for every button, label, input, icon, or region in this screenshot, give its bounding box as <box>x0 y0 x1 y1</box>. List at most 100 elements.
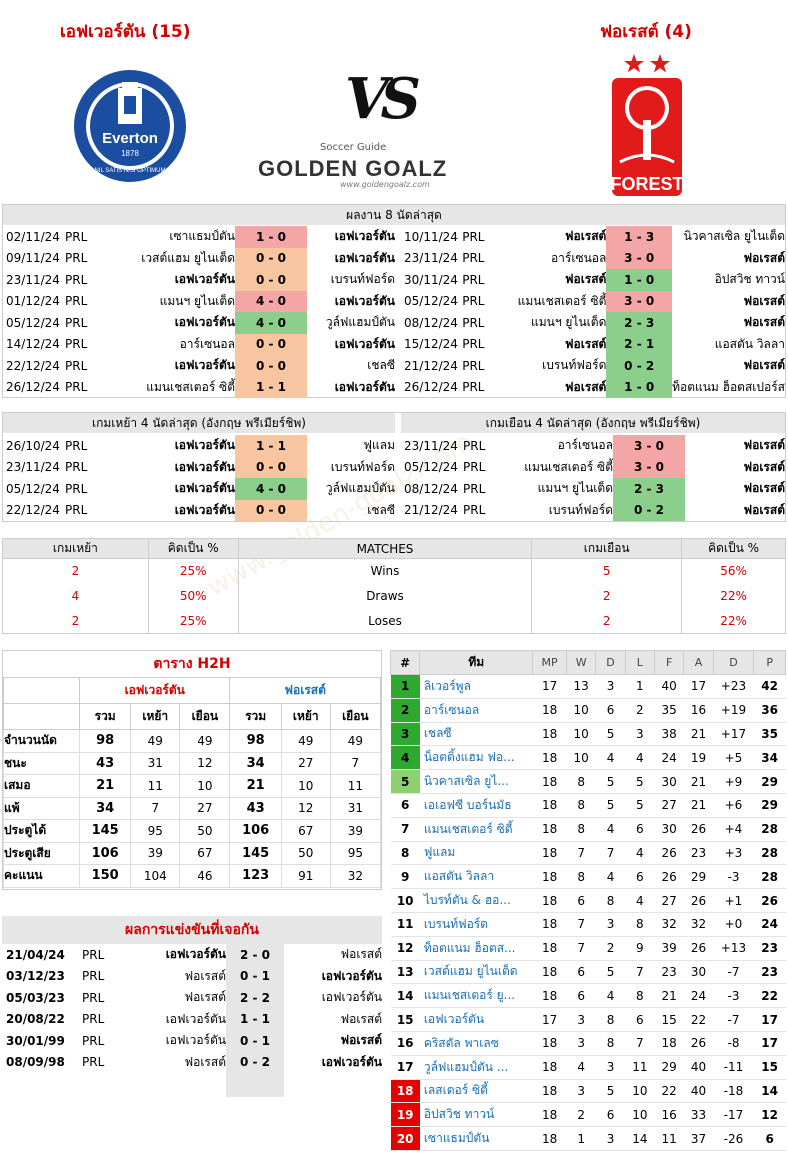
match-date: 08/12/24 <box>404 481 458 496</box>
league-stat: 5 <box>625 793 655 818</box>
everton-crest: Everton 1878 NIL SATIS NISI OPTIMUM <box>72 68 188 184</box>
h2h-value: 10 <box>179 774 231 798</box>
league-code: PRL <box>462 251 485 266</box>
league-stat: 4 <box>625 841 655 866</box>
crest-motto: NIL SATIS NISI OPTIMUM <box>94 168 165 174</box>
league-stat: 29 <box>654 1055 684 1080</box>
h2h-value: 95 <box>329 841 382 865</box>
meet-pad <box>2 1073 226 1097</box>
match-date: 23/11/24 <box>6 272 60 287</box>
league-row[interactable]: 19 อิปสวิช ทาวน์ 18 2 6 10 16 33 -17 12 <box>390 1102 786 1128</box>
home-team: เบรนท์ฟอร์ด <box>548 502 613 517</box>
h2h-value: 12 <box>280 796 331 820</box>
away-team: เชลซี <box>367 358 395 373</box>
last8-away-table: 10/11/24 PRL ฟอเรสต์ 1 - 3 นิวคาสเซิล ยูไนเต… <box>401 226 785 398</box>
away-team: ฟอเรสต์ <box>743 502 785 517</box>
home-team: แมนเชสเตอร์ ซิตี้ <box>517 293 607 308</box>
away-team: ฟอเรสต์ <box>340 1033 382 1048</box>
league-stat: 12 <box>390 936 420 961</box>
match-row: 10/11/24 PRL ฟอเรสต์ 1 - 3 นิวคาสเซิล ยูไนเต… <box>401 226 785 248</box>
league-stat: 21 <box>654 983 684 1009</box>
match-score: 2 - 2 <box>226 987 284 1009</box>
match-date: 26/10/24 <box>6 438 60 453</box>
h2h-value: 50 <box>280 841 331 865</box>
league-row[interactable]: 17 วูล์ฟแฮมป์ตัน ... 18 4 3 11 29 40 -11 15 <box>390 1055 786 1080</box>
away-team: แอสตัน วิลลา <box>714 336 785 351</box>
league-header: L <box>624 650 656 675</box>
match-date: 01/12/24 <box>6 294 60 309</box>
h2h-value: 39 <box>130 841 181 865</box>
league-stat: -8 <box>713 1031 754 1056</box>
league-stat: 18 <box>532 1126 567 1151</box>
league-row[interactable]: 2 อาร์เซนอล 18 10 6 2 35 16 +19 36 <box>390 698 786 723</box>
league-stat: 8 <box>566 864 596 890</box>
league-row[interactable]: 18 เลสเตอร์ ซิตี้ 18 3 5 10 22 40 -18 14 <box>390 1079 786 1104</box>
league-stat: -26 <box>713 1126 754 1151</box>
league-code: PRL <box>65 272 88 287</box>
summary-value: 2 <box>531 608 682 634</box>
league-header: ทีม <box>419 650 534 675</box>
h2h-value: 32 <box>329 864 382 888</box>
brand-url: www.goldengoalz.com <box>340 180 430 189</box>
league-row[interactable]: 13 เวสต์แฮม ยูไนเต็ด 18 6 5 7 23 30 -7 23 <box>390 960 786 985</box>
h2h-col-header: รวม <box>229 703 282 730</box>
league-row[interactable]: 3 เชลซี 18 10 5 3 38 21 +17 35 <box>390 722 786 747</box>
forest-crest: FOREST <box>610 50 684 198</box>
match-row: 26/12/24 PRL ฟอเรสต์ 1 - 0 ท็อตแนม ฮ็อตสเปอร… <box>401 376 785 398</box>
vs-mark: VS <box>345 66 421 132</box>
league-stat: 18 <box>532 983 567 1009</box>
league-row[interactable]: 6 เอเอฟซี บอร์นมัธ 18 8 5 5 27 21 +6 29 <box>390 793 786 818</box>
league-stat: 18 <box>532 888 567 913</box>
crest-forest-text: FOREST <box>612 174 682 194</box>
league-stat: 18 <box>532 745 567 771</box>
match-row: 21/12/24 PRL เบรนท์ฟอร์ด 0 - 2 ฟอเรสต์ <box>401 499 785 521</box>
home-team: เอฟเวอร์ตัน <box>165 1011 226 1026</box>
league-row[interactable]: 7 แมนเชสเตอร์ ซิตี้ 18 8 4 6 30 26 +4 28 <box>390 817 786 842</box>
league-stat: 14 <box>753 1079 786 1104</box>
league-stat: 16 <box>683 698 714 723</box>
league-stat: 2 <box>595 936 626 961</box>
league-row[interactable]: 10 ไบรท์ตัน & ฮอ... 18 6 8 4 27 26 +1 26 <box>390 888 786 913</box>
league-row[interactable]: 16 คริสตัล พาเลซ 18 3 8 7 18 26 -8 17 <box>390 1031 786 1056</box>
away-team-title: ฟอเรสต์ (4) <box>600 22 692 42</box>
league-stat: 3 <box>566 1007 596 1032</box>
h2h-value: 145 <box>78 819 132 843</box>
match-row: 09/11/24 PRL เวสต์แฮม ยูไนเต็ด 0 - 0 เอฟเวอร… <box>3 247 395 269</box>
league-stat: 18 <box>654 1031 684 1056</box>
league-row[interactable]: 9 แอสตัน วิลลา 18 8 4 6 26 29 -3 28 <box>390 864 786 890</box>
match-date: 05/12/24 <box>6 315 60 330</box>
match-date: 10/11/24 <box>404 229 458 244</box>
league-row[interactable]: 8 ฟูแลม 18 7 7 4 26 23 +3 28 <box>390 841 786 866</box>
league-code: PRL <box>463 460 486 475</box>
league-row[interactable]: 11 เบรนท์ฟอร์ด 18 7 3 8 32 32 +0 24 <box>390 912 786 937</box>
league-row[interactable]: 14 แมนเชสเตอร์ ยู... 18 6 4 8 21 24 -3 22 <box>390 983 786 1009</box>
league-stat: 32 <box>683 912 714 937</box>
h2h-match-row: 08/09/98 PRL ฟอเรสต์ 0 - 2 เอฟเวอร์ตัน <box>2 1051 382 1073</box>
h2h-value: 145 <box>229 841 282 865</box>
league-stat: 3 <box>566 1031 596 1056</box>
match-date: 02/11/24 <box>6 229 60 244</box>
home-team: แมนฯ ยูไนเต็ด <box>531 315 607 330</box>
match-score: 4 - 0 <box>235 290 307 312</box>
league-row[interactable]: 1 ลิเวอร์พูล 17 13 3 1 40 17 +23 42 <box>390 674 786 699</box>
league-stat: 6 <box>625 817 655 842</box>
league-header: D <box>595 650 626 675</box>
league-row[interactable]: 4 น็อตติ้งแฮม ฟอ... 18 10 4 4 24 19 +5 34 <box>390 745 786 771</box>
league-row[interactable]: 20 เซาแธมป์ตัน 18 1 3 14 11 37 -26 6 <box>390 1126 786 1151</box>
league-row[interactable]: 12 ท็อตแนม ฮ็อตส... 18 7 2 9 39 26 +13 23 <box>390 936 786 961</box>
league-stat: 29 <box>753 793 786 818</box>
match-row: 26/12/24 PRL แมนเชสเตอร์ ซิตี้ 1 - 1 เอฟเวอร… <box>3 376 395 398</box>
league-stat: 29 <box>683 864 714 890</box>
league-row[interactable]: 15 เอฟเวอร์ตัน 17 3 8 6 15 22 -7 17 <box>390 1007 786 1032</box>
league-stat: 3 <box>595 912 626 937</box>
away-team: เอฟเวอร์ตัน <box>321 968 382 983</box>
league-stat: 18 <box>532 1079 567 1104</box>
league-stat: 14 <box>625 1126 655 1151</box>
league-code: PRL <box>65 380 88 395</box>
match-row: 23/11/24 PRL อาร์เซนอล 3 - 0 ฟอเรสต์ <box>401 435 785 457</box>
league-row[interactable]: 5 นิวคาสเซิล ยูไ... 18 8 5 5 30 21 +9 29 <box>390 769 786 794</box>
league-stat: 30 <box>683 960 714 985</box>
match-row: 23/11/24 PRL เอฟเวอร์ตัน 0 - 0 เบรนท์ฟอร์ด <box>3 269 395 291</box>
match-score: 0 - 0 <box>235 355 307 377</box>
match-score: 4 - 0 <box>235 478 307 500</box>
